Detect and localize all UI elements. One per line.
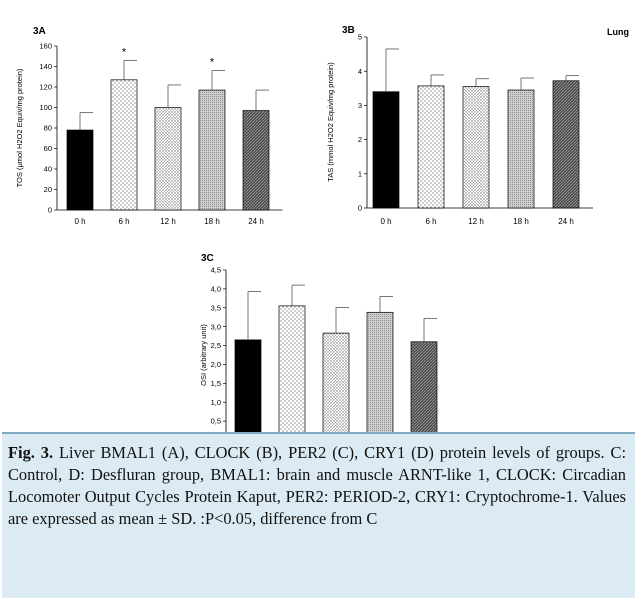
x-tick-label: 18 h (513, 217, 529, 226)
x-tick-label: 0 h (74, 217, 85, 226)
y-axis-label: OSI (arbitrary unit) (199, 324, 208, 386)
y-tick-label: 3,5 (211, 303, 221, 312)
y-tick-label: 0 (358, 204, 362, 213)
x-tick-label: 12 h (160, 217, 176, 226)
bar (507, 89, 535, 209)
bar (278, 305, 306, 441)
x-tick-label: 6 h (425, 217, 436, 226)
bar (417, 85, 445, 209)
significance-marker: * (210, 57, 215, 69)
y-axis-label: TAS (mmol H2O2 Equiv/mg protein) (326, 62, 335, 182)
bar (410, 341, 438, 441)
y-tick-label: 80 (44, 124, 52, 133)
bar (234, 339, 262, 441)
bar (462, 86, 490, 209)
significance-marker: * (122, 46, 127, 58)
x-tick-label: 0 h (380, 217, 391, 226)
y-tick-label: 4,0 (211, 284, 221, 293)
y-tick-label: 1,0 (211, 398, 221, 407)
y-tick-label: 1,5 (211, 379, 221, 388)
panel-letter: 3A (33, 26, 46, 37)
bar (110, 79, 138, 211)
y-tick-label: 4 (358, 67, 362, 76)
y-tick-label: 3 (358, 101, 362, 110)
bar (322, 332, 350, 441)
bar (66, 129, 94, 211)
y-tick-label: 60 (44, 144, 52, 153)
figure-caption: Fig. 3. Liver BMAL1 (A), CLOCK (B), PER2… (2, 432, 635, 598)
corner-label-lung: Lung (607, 27, 629, 37)
y-tick-label: 0 (48, 206, 52, 215)
y-tick-label: 0,5 (211, 417, 221, 426)
y-tick-label: 160 (39, 42, 52, 51)
x-tick-label: 18 h (204, 217, 220, 226)
x-tick-label: 24 h (558, 217, 574, 226)
x-tick-label: 24 h (248, 217, 264, 226)
y-tick-label: 2,0 (211, 360, 221, 369)
panel-3b: 3B 0 1 2 3 4 5 TAS (mmol H2O2 Equiv/mg protein)… (326, 25, 593, 226)
y-tick-label: 4,5 (211, 266, 221, 275)
y-tick-label: 40 (44, 165, 52, 174)
bar (372, 91, 400, 209)
y-tick-label: 3,0 (211, 322, 221, 331)
bar (242, 110, 270, 211)
bar (552, 80, 580, 209)
panel-letter: 3B (342, 25, 355, 36)
y-tick-label: 20 (44, 185, 52, 194)
x-tick-label: 6 h (118, 217, 129, 226)
x-tick-label: 12 h (468, 217, 484, 226)
y-tick-label: 100 (39, 103, 52, 112)
y-axis-label: TOS (μmol H2O2 Equiv/mg protein) (15, 68, 24, 187)
y-tick-label: 2 (358, 135, 362, 144)
panel-3a: 3A 0 20 40 60 80 100 120 140 160 TOS (μmol H2O2 Eq… (15, 26, 283, 226)
bar (366, 311, 394, 441)
panel-letter: 3C (201, 253, 214, 264)
bar (198, 89, 226, 211)
y-tick-label: 140 (39, 62, 52, 71)
y-tick-label: 120 (39, 83, 52, 92)
bar (154, 107, 182, 211)
caption-text: Liver BMAL1 (A), CLOCK (B), PER2 (C), CR… (8, 443, 626, 528)
y-tick-label: 5 (358, 33, 362, 42)
caption-prefix: Fig. 3. (8, 443, 54, 462)
y-tick-label: 2,5 (211, 341, 221, 350)
y-tick-label: 1 (358, 169, 362, 178)
